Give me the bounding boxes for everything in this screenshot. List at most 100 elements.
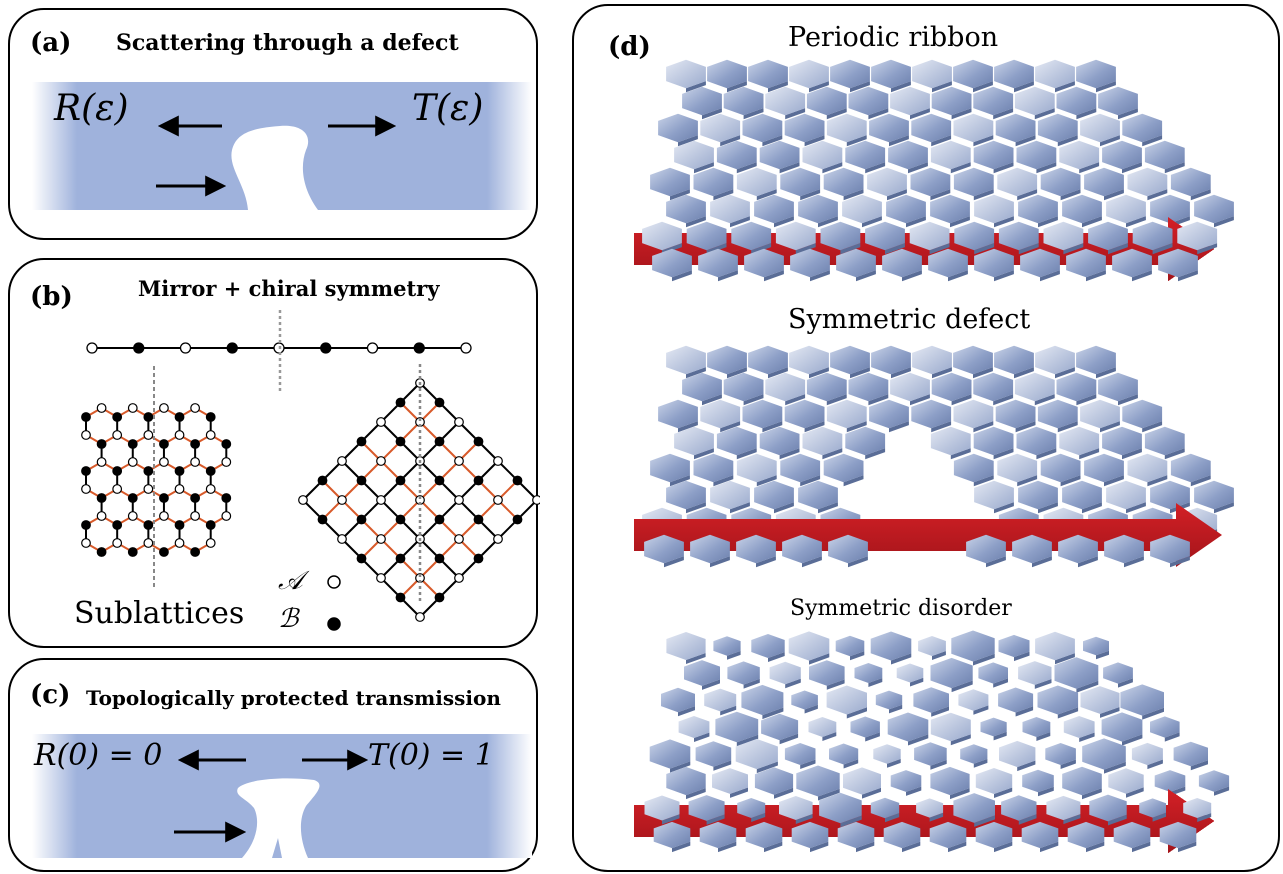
ribbon-tile-edge [993,93,1014,120]
ribbon-tile-edge [993,379,1014,406]
ribbon-tile-edge [702,93,722,120]
chain-site [86,342,98,354]
ribbon-tile [819,792,862,824]
ribbon-tile-edge [1096,352,1116,379]
ribbon-tile [953,453,994,483]
ribbon-tile [1098,372,1138,402]
ribbon-tile [842,194,882,224]
square-site [434,592,445,603]
ribbon-tile [1106,194,1146,224]
ribbon-tile-edge [768,352,788,379]
ribbon-tile [828,534,868,564]
square-site [356,514,367,525]
honeycomb-site [205,538,216,548]
ribbon-tile-edge [1086,828,1105,853]
ribbon-tile [997,453,1038,483]
ribbon-tile [845,426,886,456]
ribbon-tile [650,167,690,197]
ribbon-tile-edge [951,665,973,693]
ribbon-tile-edge [856,255,876,282]
ribbon-tile [765,372,806,402]
ribbon-tile [666,632,706,660]
ribbon-tile [644,534,684,564]
panel-c-label: (c) [30,680,71,710]
ribbon-tile-edge [930,174,951,201]
ribbon-tile [909,221,950,251]
ribbon-tile-edge [1178,255,1198,282]
ribbon-tile-edge [1018,228,1039,255]
ribbon-tile [686,221,727,251]
square-site [376,573,386,583]
ribbon-tile-edge [843,174,864,201]
ribbon-tile-edge [826,93,847,120]
ribbon-tile-edge [1036,722,1051,741]
ribbon-tile [674,426,714,456]
ribbon-tile [1139,798,1166,818]
ribbon-tile [754,767,794,795]
ribbon-tile [699,821,737,849]
ribbon-tile [649,739,691,769]
ribbon-tile [1066,248,1106,278]
ribbon-tile [980,717,1007,737]
honeycomb-site [159,547,169,557]
ribbon-tile-edge [1190,174,1211,201]
ribbon-tile-edge [1118,93,1138,120]
ribbon-tile-edge [1170,201,1190,228]
honeycomb-site [205,412,216,422]
ribbon-tile-edge [710,541,730,568]
ribbon-tile [1084,167,1124,197]
ribbon-tile [723,372,764,402]
ribbon-tile-edge [994,255,1014,282]
ribbon-tile [870,631,912,661]
ribbon-tile-edge [1082,201,1102,228]
chain-site [179,342,192,354]
ribbon-tile-edge [804,406,825,433]
ribbon-tile-edge [713,460,734,487]
periodic-ribbon-title: Periodic ribbon [788,22,999,53]
ribbon-tile [690,534,730,564]
square-site [376,495,386,505]
ribbon-tile [820,221,861,251]
ribbon-tile [735,738,778,770]
ribbon-tile-edge [1017,460,1038,487]
ribbon-tile [845,140,886,170]
ribbon-tile [1131,742,1163,766]
ribbon-tile [784,743,816,765]
ribbon-tile [930,194,970,224]
ribbon-tile [661,687,695,713]
ribbon-tile [975,768,1013,794]
ribbon-tile [1056,86,1097,116]
ribbon-tile [953,399,994,429]
ribbon-tile-edge [818,201,838,228]
square-site [512,475,523,486]
ribbon-tile-edge [804,695,818,714]
square-site [317,514,328,525]
ribbon-tile-edge [713,174,734,201]
ribbon-tile-edge [1038,201,1058,228]
ribbon-tile [754,480,794,510]
ribbon-tile-edge [889,120,909,147]
ribbon-tile [748,59,788,89]
ribbon-tile-edge [774,201,794,228]
ribbon-tile [759,140,800,170]
ribbon-tile-edge [822,433,843,460]
ribbon-tile [1080,686,1120,714]
honeycomb-site [174,466,185,476]
ribbon-tile [912,59,952,89]
ribbon-tile-edge [932,641,946,660]
ribbon-tile [759,426,800,456]
ribbon-tile [930,426,971,456]
ribbon-tile-edge [973,174,994,201]
ribbon-tile [782,534,822,564]
ribbon-tile-edge [1034,93,1055,120]
ribbon-tile [1183,798,1212,818]
ribbon-tile-edge [1170,541,1190,568]
ribbon-tile [798,480,838,510]
ribbon-tile [826,113,867,143]
square-site [454,573,464,583]
ribbon-tile-edge [822,722,837,741]
ribbon-tile-edge [818,487,838,514]
ribbon-tile-edge [902,255,922,282]
ribbon-tile [798,194,838,224]
ribbon-tile [698,248,738,278]
